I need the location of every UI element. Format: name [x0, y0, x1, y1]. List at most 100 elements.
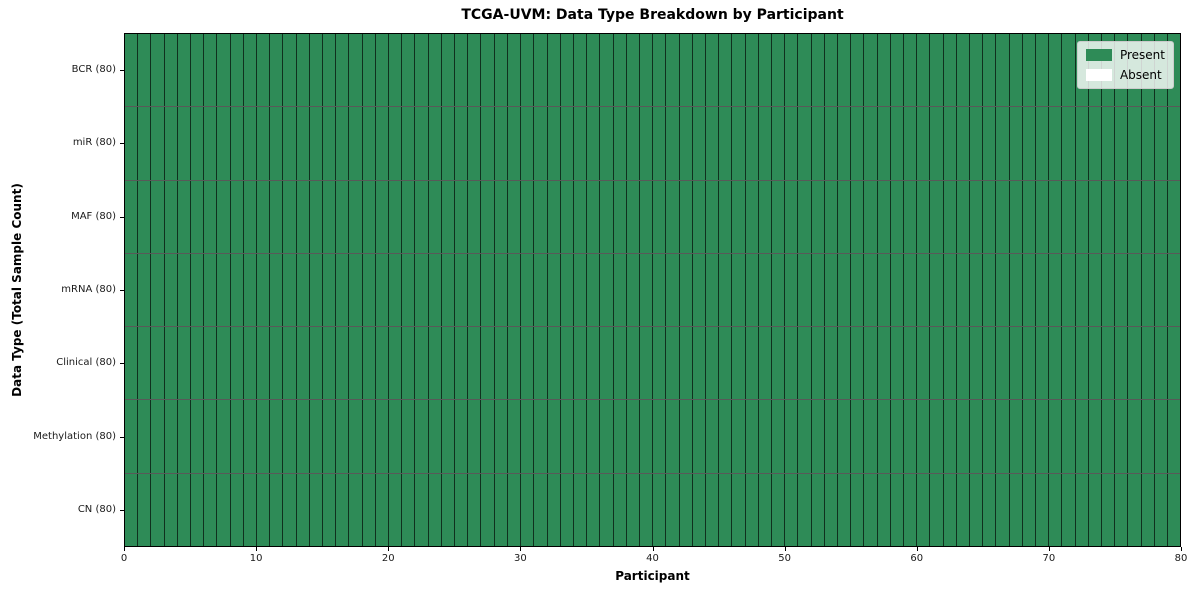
heatmap-cell [257, 34, 271, 107]
heatmap-cell [1009, 180, 1023, 253]
heatmap-cell [666, 34, 680, 107]
heatmap-cell [705, 34, 720, 107]
heatmap-cell [1088, 253, 1103, 327]
heatmap-cell [824, 253, 838, 327]
legend-entry: Present [1085, 48, 1165, 62]
heatmap-cell [771, 473, 786, 546]
heatmap-cell [323, 180, 337, 253]
heatmap-cell [151, 400, 165, 473]
heatmap-cell [468, 180, 482, 253]
heatmap-cell [587, 253, 601, 327]
heatmap-cell [521, 107, 535, 180]
heatmap-cell [151, 253, 165, 327]
heatmap-cell [1088, 400, 1103, 473]
x-tick-mark [1181, 547, 1182, 551]
heatmap-cell [613, 34, 627, 107]
heatmap-cell [903, 107, 918, 180]
heatmap-cell [389, 400, 403, 473]
heatmap-cell [864, 473, 878, 546]
heatmap-cell [1075, 107, 1089, 180]
heatmap-cell [705, 180, 720, 253]
heatmap-cell [164, 327, 178, 400]
heatmap-cell [1022, 473, 1037, 546]
heatmap-cell [771, 253, 786, 327]
heatmap-cell [389, 327, 403, 400]
heatmap-cell [296, 180, 310, 253]
heatmap-cell [1088, 107, 1103, 180]
heatmap-cell [851, 180, 865, 253]
heatmap-cell [468, 327, 482, 400]
heatmap-cell [441, 34, 456, 107]
heatmap-cell [745, 34, 759, 107]
heatmap-cell [323, 473, 337, 546]
heatmap-cell [164, 107, 178, 180]
heatmap-cell [481, 400, 495, 473]
y-tick-mark [120, 363, 124, 365]
heatmap-cell [1115, 473, 1129, 546]
y-tick-mark [120, 510, 124, 512]
heatmap-cell [336, 473, 350, 546]
heatmap-cell [626, 34, 640, 107]
heatmap-cell [1102, 180, 1116, 253]
heatmap-cell [666, 107, 680, 180]
heatmap-cell [534, 327, 548, 400]
heatmap-cell [679, 34, 693, 107]
heatmap-cell [336, 107, 350, 180]
heatmap-cell [468, 34, 482, 107]
x-tick-label: 10 [249, 553, 263, 564]
heatmap-cell [653, 400, 667, 473]
heatmap-cell [705, 107, 720, 180]
heatmap-cell [824, 34, 838, 107]
heatmap-cell [983, 327, 997, 400]
heatmap-cell [639, 327, 654, 400]
heatmap-cell [811, 34, 825, 107]
heatmap-cell [217, 180, 231, 253]
heatmap-cell [1075, 180, 1089, 253]
heatmap-cell [547, 473, 561, 546]
heatmap-cell [719, 34, 733, 107]
heatmap-cell [1049, 327, 1063, 400]
heatmap-cell [1102, 327, 1116, 400]
heatmap-cell [323, 253, 337, 327]
heatmap-cell [719, 400, 733, 473]
heatmap-cell [1062, 34, 1076, 107]
heatmap-cell [309, 327, 324, 400]
heatmap-cell [692, 400, 706, 473]
heatmap-cell [890, 473, 904, 546]
heatmap-cell [983, 473, 997, 546]
heatmap-cell [1036, 400, 1050, 473]
heatmap-cell [666, 253, 680, 327]
heatmap-cell [679, 107, 693, 180]
heatmap-cell [455, 253, 469, 327]
heatmap-cell [1128, 253, 1142, 327]
heatmap-cell [138, 34, 152, 107]
heatmap-cell [758, 473, 772, 546]
heatmap-cell [956, 400, 970, 473]
heatmap-cell [125, 107, 139, 180]
heatmap-cell [811, 400, 825, 473]
heatmap-cell [507, 107, 522, 180]
heatmap-cell [1141, 107, 1155, 180]
heatmap-cell [732, 473, 746, 546]
heatmap-cell [917, 400, 931, 473]
heatmap-cell [851, 327, 865, 400]
y-tick-mark [120, 143, 124, 145]
heatmap-cell [349, 253, 363, 327]
heatmap-cell [283, 34, 297, 107]
heatmap-cell [639, 34, 654, 107]
heatmap-cell [164, 400, 178, 473]
heatmap-cell [507, 473, 522, 546]
x-tick-mark [784, 547, 786, 551]
heatmap-cell [177, 253, 192, 327]
heatmap-cell [204, 473, 218, 546]
heatmap-cell [970, 180, 984, 253]
heatmap-cell [375, 253, 390, 327]
heatmap-cell [1022, 107, 1037, 180]
heatmap-cell [653, 327, 667, 400]
y-tick-label: miR (80) [72, 137, 116, 149]
heatmap-cell [296, 107, 310, 180]
heatmap-cell [600, 107, 614, 180]
heatmap-cell [890, 327, 904, 400]
heatmap-cell [837, 253, 852, 327]
